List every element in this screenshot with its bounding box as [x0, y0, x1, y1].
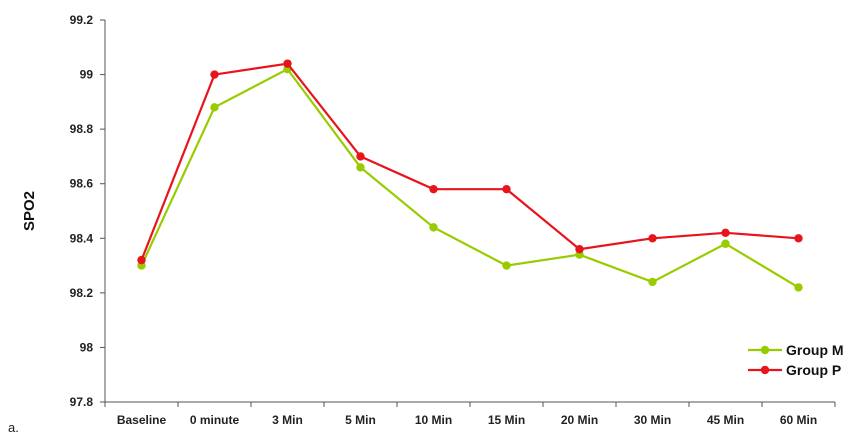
data-point: [356, 163, 365, 172]
data-point: [502, 261, 511, 270]
data-point: [794, 234, 803, 243]
y-tick-label: 98.2: [70, 286, 94, 300]
data-point: [429, 184, 438, 194]
x-tick-label: 60 Min: [780, 413, 817, 427]
legend-marker: [760, 345, 770, 355]
data-point: [721, 228, 730, 238]
x-tick-label: 20 Min: [561, 413, 598, 427]
data-point: [575, 245, 584, 254]
y-axis-title: SPO2: [21, 191, 38, 231]
x-ticks: Baseline 0 minute 3 Min 5 Min 10 Min 15 Min 20…: [104, 402, 836, 427]
data-point: [429, 223, 438, 232]
data-point: [648, 234, 657, 243]
x-tick-label: 3 Min: [272, 413, 303, 427]
series-group-p: [137, 59, 803, 265]
data-point: [648, 277, 657, 287]
data-point: [794, 283, 803, 292]
data-point: [721, 239, 730, 248]
legend-item: Group M: [748, 342, 844, 358]
data-point: [356, 152, 365, 161]
data-point: [137, 255, 146, 265]
series-line: [140, 67, 800, 289]
data-point: [283, 59, 292, 68]
figure-panel-label: a.: [8, 420, 19, 435]
series-line: [140, 62, 799, 261]
x-tick-label: 5 Min: [345, 413, 376, 427]
data-point: [210, 70, 219, 79]
x-tick-label: 0 minute: [190, 413, 240, 427]
y-tick-label: 98.4: [70, 231, 94, 245]
series: [137, 59, 803, 292]
legend: Group M Group P: [748, 342, 844, 378]
x-tick-label: 45 Min: [707, 413, 744, 427]
legend-marker: [760, 365, 770, 375]
y-tick-label: 98: [80, 340, 94, 354]
x-tick-label: 10 Min: [415, 413, 452, 427]
data-point: [210, 103, 219, 112]
y-tick-label: 99.2: [70, 13, 94, 27]
x-tick-label: 30 Min: [634, 413, 671, 427]
y-tick-label: 98.8: [70, 122, 94, 136]
data-point: [502, 184, 511, 194]
y-tick-label: 99: [80, 68, 94, 82]
y-tick-label: 98.6: [70, 177, 94, 191]
legend-item: Group P: [748, 362, 841, 378]
y-ticks: 97.8 98 98.2 98.4 98.6 98.8 99 99.2: [70, 13, 105, 409]
legend-label: Group M: [786, 342, 844, 358]
x-tick-label: Baseline: [117, 413, 167, 427]
series-group-m: [137, 64, 803, 292]
x-tick-label: 15 Min: [488, 413, 525, 427]
y-tick-label: 97.8: [70, 395, 94, 409]
legend-label: Group P: [786, 362, 841, 378]
